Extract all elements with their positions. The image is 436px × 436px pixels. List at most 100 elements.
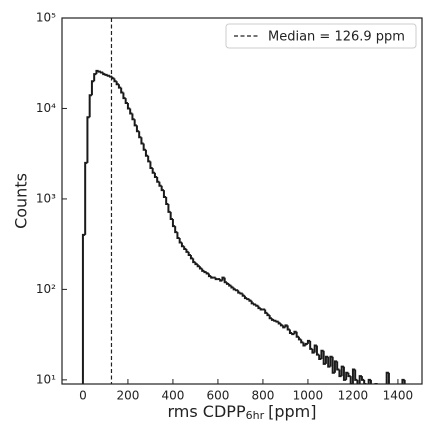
histogram-step bbox=[140, 137, 144, 145]
histogram-step bbox=[338, 369, 342, 378]
x-tick-label: 0 bbox=[79, 389, 87, 403]
x-tick-label: 600 bbox=[206, 389, 229, 403]
histogram-step bbox=[284, 324, 288, 328]
histogram-step bbox=[363, 379, 367, 384]
histogram-step bbox=[264, 309, 268, 314]
histogram-step bbox=[113, 78, 117, 83]
histogram-step bbox=[156, 176, 160, 183]
histogram-step bbox=[117, 84, 122, 89]
y-tick-label: 10³ bbox=[36, 191, 56, 205]
histogram-step bbox=[86, 116, 90, 163]
histogram-step bbox=[306, 339, 311, 344]
histogram-step bbox=[169, 211, 173, 220]
histogram-step bbox=[102, 72, 106, 76]
histogram-step bbox=[293, 330, 297, 335]
x-tick-label: 200 bbox=[116, 389, 139, 403]
histogram-step bbox=[318, 354, 322, 361]
histogram-step bbox=[176, 232, 180, 239]
x-label-sub: 6hr bbox=[246, 409, 265, 422]
histogram-step bbox=[311, 348, 315, 354]
y-tick-label: 10⁴ bbox=[36, 101, 56, 115]
x-label-unit: [ppm] bbox=[268, 402, 316, 421]
histogram-step bbox=[93, 73, 97, 82]
histogram-step bbox=[369, 379, 372, 384]
histogram-step bbox=[205, 272, 209, 275]
histogram-step bbox=[347, 372, 351, 378]
histogram-step bbox=[356, 379, 359, 384]
histogram-step bbox=[398, 407, 400, 427]
y-tick-label: 10¹ bbox=[36, 372, 56, 386]
histogram-step bbox=[300, 339, 304, 344]
histogram-step bbox=[234, 289, 239, 292]
histogram-step bbox=[279, 323, 284, 327]
histogram-step bbox=[214, 277, 218, 281]
histogram-step bbox=[99, 71, 104, 74]
plot-area bbox=[81, 69, 406, 427]
histogram-step bbox=[129, 108, 133, 115]
histogram-step bbox=[133, 119, 137, 127]
histogram-step bbox=[255, 304, 259, 307]
histogram-step bbox=[252, 303, 257, 306]
histogram-step bbox=[210, 276, 214, 279]
histogram-step bbox=[378, 384, 380, 394]
histogram-step bbox=[295, 331, 299, 338]
histogram-step bbox=[158, 181, 162, 187]
histogram-step bbox=[203, 270, 207, 274]
histogram-step bbox=[268, 315, 272, 320]
histogram-step bbox=[135, 125, 140, 133]
histogram-step bbox=[97, 70, 101, 73]
histogram-step bbox=[207, 273, 212, 278]
histogram-step bbox=[329, 355, 333, 367]
histogram-step bbox=[187, 251, 191, 256]
frame bbox=[61, 17, 423, 385]
histogram-step bbox=[373, 394, 375, 400]
histogram-step bbox=[81, 233, 86, 384]
histogram-step bbox=[126, 102, 131, 110]
histogram-step bbox=[122, 92, 126, 100]
histogram-step bbox=[302, 342, 306, 347]
histogram-step bbox=[336, 361, 340, 371]
histogram-step bbox=[374, 383, 378, 384]
histogram-step bbox=[144, 149, 149, 157]
histogram-step bbox=[345, 371, 349, 380]
histogram-step bbox=[342, 366, 347, 381]
histogram-step bbox=[192, 258, 196, 264]
histogram-step bbox=[153, 172, 158, 178]
histogram-step bbox=[142, 143, 146, 151]
histogram-step bbox=[277, 321, 281, 325]
histogram-step bbox=[84, 161, 88, 235]
histogram-step bbox=[120, 87, 124, 94]
histogram-step bbox=[106, 74, 110, 77]
y-axis-label: Counts bbox=[12, 173, 31, 229]
histogram-step bbox=[360, 376, 365, 381]
histogram-step bbox=[174, 226, 178, 234]
histogram-step bbox=[385, 371, 389, 384]
y-tick-label: 10⁵ bbox=[36, 11, 56, 25]
histogram-step bbox=[309, 340, 313, 350]
histogram-step bbox=[403, 379, 406, 384]
histogram-step bbox=[151, 167, 155, 174]
histogram-step bbox=[131, 113, 135, 121]
x-axis-label: rms CDPP6hr [ppm] bbox=[168, 402, 317, 423]
histogram-step bbox=[88, 94, 92, 118]
histogram-step bbox=[259, 308, 263, 311]
histogram-step bbox=[304, 342, 308, 346]
histogram-step bbox=[273, 319, 277, 322]
histogram-step bbox=[275, 320, 279, 323]
histogram-step bbox=[250, 300, 254, 305]
histogram-step bbox=[243, 295, 248, 300]
histogram-step bbox=[396, 407, 398, 416]
histogram-step bbox=[194, 262, 198, 266]
histogram-step bbox=[228, 283, 232, 287]
histogram-step bbox=[95, 69, 99, 75]
legend-box bbox=[225, 23, 417, 49]
histogram-step bbox=[270, 318, 275, 321]
histogram-step bbox=[124, 98, 128, 104]
histogram-step bbox=[230, 285, 234, 289]
y-tick-label: 10² bbox=[36, 282, 56, 296]
x-tick-label: 400 bbox=[161, 389, 184, 403]
histogram-step bbox=[180, 242, 185, 248]
histogram-step bbox=[266, 312, 270, 317]
histogram-step bbox=[401, 378, 405, 384]
